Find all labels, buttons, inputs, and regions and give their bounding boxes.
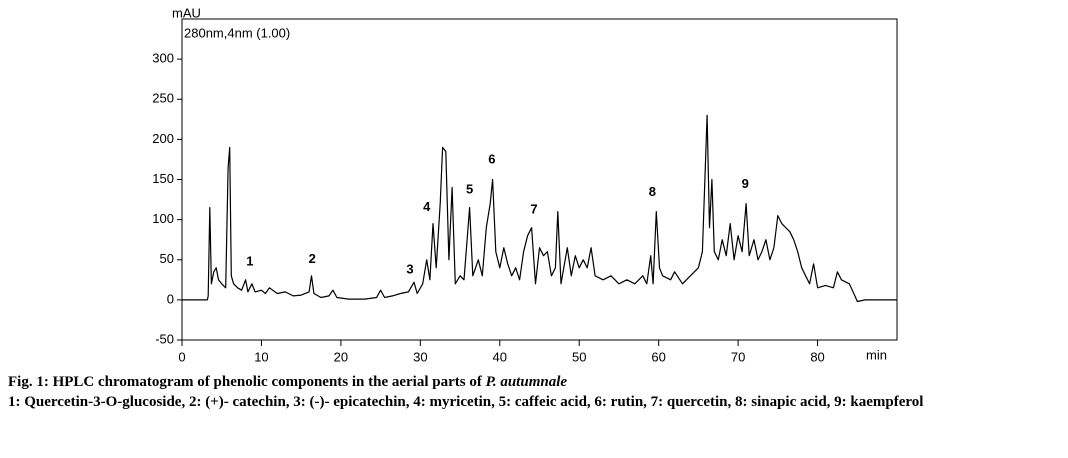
- peak-label: 1: [246, 254, 253, 269]
- y-axis-label: mAU: [172, 5, 201, 20]
- y-tick-label: 200: [152, 131, 174, 146]
- plot-frame: [181, 18, 898, 341]
- chromatogram-line: [182, 114, 897, 303]
- peak-label: 2: [309, 251, 316, 266]
- x-tick-label: 80: [810, 349, 824, 364]
- y-tick-label: 100: [152, 211, 174, 226]
- x-tick-label: 50: [572, 349, 586, 364]
- peak-label: 7: [530, 201, 537, 216]
- y-tick-label: -50: [155, 331, 174, 346]
- x-axis-label: min: [866, 347, 887, 362]
- caption: Fig. 1: HPLC chromatogram of phenolic co…: [8, 372, 1066, 412]
- caption-species: P. autumnale: [485, 374, 568, 390]
- peak-label: 5: [466, 181, 473, 196]
- peak-label: 8: [649, 184, 656, 199]
- y-tick-label: 0: [167, 291, 174, 306]
- caption-title-line: Fig. 1: HPLC chromatogram of phenolic co…: [8, 372, 1066, 392]
- subtitle: 280nm,4nm (1.00): [184, 25, 290, 40]
- x-tick-label: 0: [178, 349, 185, 364]
- peak-label: 6: [488, 152, 495, 167]
- y-tick-label: 300: [152, 51, 174, 66]
- caption-title: Fig. 1: HPLC chromatogram of phenolic co…: [8, 374, 482, 390]
- x-tick-label: 30: [413, 349, 427, 364]
- chart: mAU 280nm,4nm (1.00) min -50050100150200…: [152, 5, 898, 364]
- x-tick-label: 20: [334, 349, 348, 364]
- peak-label: 9: [742, 176, 749, 191]
- x-tick-label: 70: [731, 349, 745, 364]
- y-tick-label: 150: [152, 171, 174, 186]
- x-tick-label: 10: [254, 349, 268, 364]
- y-tick-label: 50: [160, 251, 174, 266]
- x-tick-label: 40: [493, 349, 507, 364]
- x-tick-label: 60: [651, 349, 665, 364]
- caption-legend: 1: Quercetin-3-O-glucoside, 2: (+)- cate…: [8, 394, 924, 410]
- y-tick-label: 250: [152, 91, 174, 106]
- peak-label: 3: [406, 262, 413, 277]
- peak-label: 4: [423, 199, 431, 214]
